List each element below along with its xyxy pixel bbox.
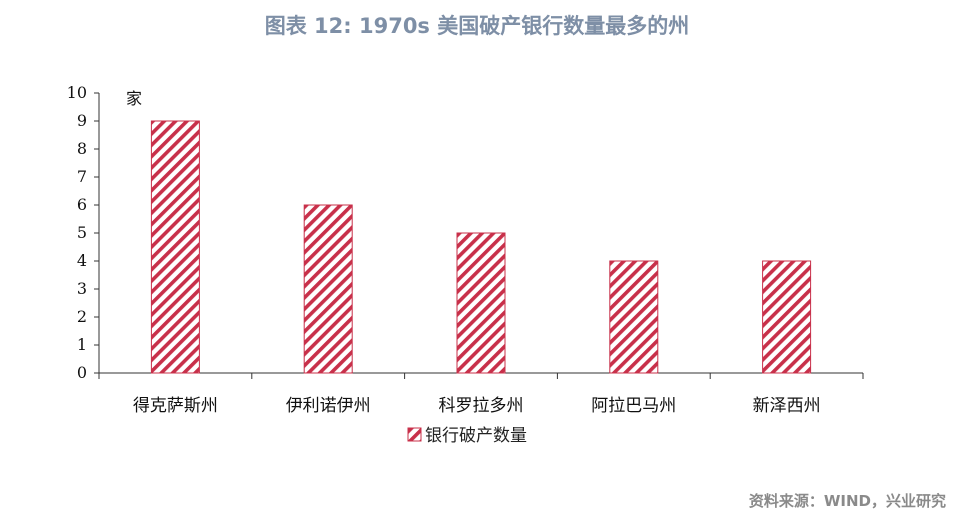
y-tick-label: 6 xyxy=(77,195,87,214)
x-tick-label: 伊利诺伊州 xyxy=(286,396,371,416)
source-note: 资料来源：WIND，兴业研究 xyxy=(748,492,946,510)
bars xyxy=(150,120,812,374)
x-tick-label: 新泽西州 xyxy=(753,396,821,416)
y-tick-label: 8 xyxy=(77,139,87,158)
x-tick-label: 阿拉巴马州 xyxy=(591,396,676,416)
y-tick-label: 5 xyxy=(77,223,87,242)
bar xyxy=(456,232,506,374)
y-tick-label: 7 xyxy=(77,167,87,186)
bar xyxy=(609,260,659,374)
y-tick-label: 4 xyxy=(77,251,87,270)
legend-label: 银行破产数量 xyxy=(425,426,527,446)
y-tick-label: 0 xyxy=(77,363,87,382)
bar xyxy=(150,120,200,374)
y-tick-label: 1 xyxy=(77,335,87,354)
bar xyxy=(303,204,353,374)
legend: 银行破产数量 xyxy=(407,426,527,446)
y-tick-label: 3 xyxy=(77,279,87,298)
x-tick-label: 科罗拉多州 xyxy=(439,396,524,416)
y-tick-label: 10 xyxy=(67,83,87,102)
y-tick-label: 2 xyxy=(77,307,87,326)
bar xyxy=(762,260,812,374)
x-tick-label: 得克萨斯州 xyxy=(133,396,218,416)
legend-swatch xyxy=(407,427,422,442)
chart-title: 图表 12: 1970s 美国破产银行数量最多的州 xyxy=(264,14,690,38)
y-axis-unit: 家 xyxy=(126,89,142,108)
y-tick-label: 9 xyxy=(77,111,87,130)
